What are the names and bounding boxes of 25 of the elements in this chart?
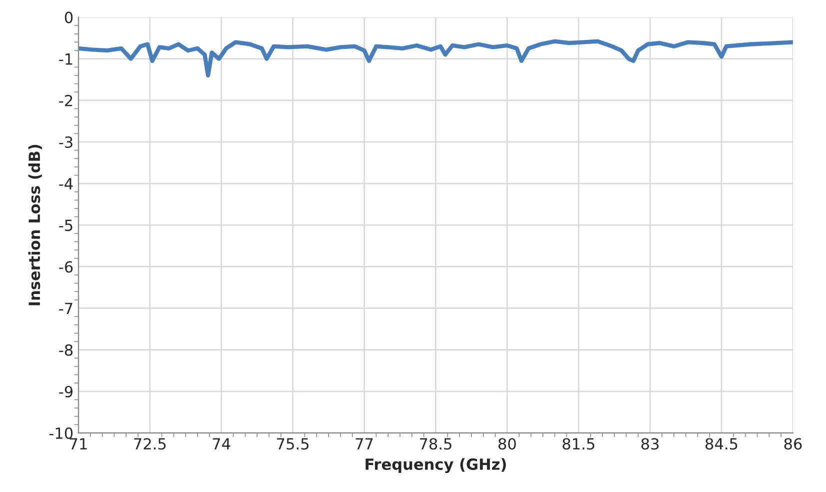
- y-tick-label: -10: [49, 427, 73, 439]
- y-axis-title: Insertion Loss (dB): [28, 144, 42, 306]
- y-tick-label: -4: [59, 178, 73, 190]
- y-tick-label: -5: [59, 220, 72, 232]
- y-tick-label: -3: [59, 136, 72, 148]
- y-tick-label: -8: [59, 344, 73, 356]
- y-tick-label: -2: [59, 94, 72, 106]
- y-tick-label: 0: [64, 12, 73, 24]
- x-tick-label: 81.5: [562, 438, 594, 450]
- x-tick-label: 77: [356, 438, 373, 450]
- x-tick-label: 75.5: [277, 438, 308, 450]
- x-tick-label: 80: [498, 438, 516, 450]
- x-tick-label: 71: [70, 438, 87, 450]
- y-tick-label: -9: [59, 386, 73, 398]
- line-series: [78, 39, 793, 78]
- x-tick-label: 72.5: [134, 438, 166, 450]
- x-tick-label: 84.5: [706, 438, 738, 450]
- y-tick-label: -7: [59, 302, 72, 314]
- x-tick-label: 78.5: [420, 438, 452, 450]
- x-tick-label: 74: [212, 438, 230, 450]
- x-axis-title: Frequency (GHz): [366, 458, 506, 474]
- y-tick-label: -1: [59, 53, 72, 65]
- x-tick-label: 86: [784, 438, 802, 450]
- y-tick-label: -6: [59, 261, 73, 273]
- x-tick-label: 83: [641, 438, 659, 450]
